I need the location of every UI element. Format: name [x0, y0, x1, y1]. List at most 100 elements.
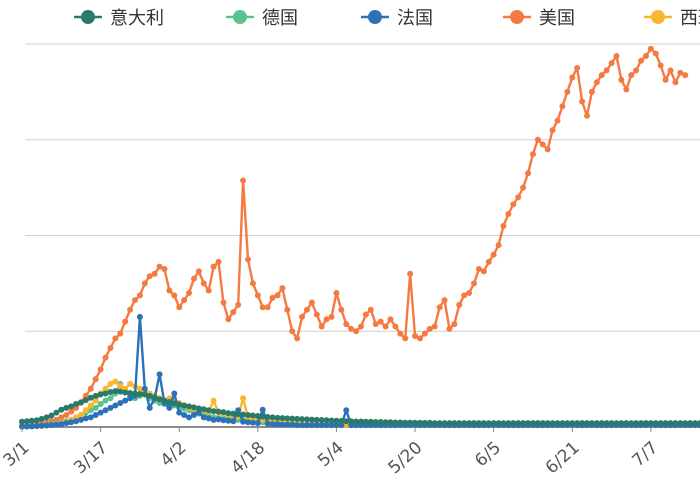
- point-3-42[interactable]: [225, 316, 232, 323]
- point-0-130[interactable]: [657, 420, 664, 427]
- point-0-117[interactable]: [593, 420, 600, 427]
- point-3-67[interactable]: [348, 325, 355, 332]
- point-3-24[interactable]: [136, 292, 143, 299]
- point-0-10[interactable]: [68, 403, 75, 410]
- point-3-86[interactable]: [441, 297, 448, 304]
- point-4-17[interactable]: [102, 385, 109, 392]
- point-4-45[interactable]: [240, 395, 247, 402]
- point-3-79[interactable]: [407, 270, 414, 277]
- point-0-3[interactable]: [33, 417, 40, 424]
- point-1-18[interactable]: [107, 395, 114, 402]
- point-0-134[interactable]: [677, 420, 684, 427]
- point-4-19[interactable]: [112, 378, 119, 385]
- point-3-81[interactable]: [416, 335, 423, 342]
- point-0-34[interactable]: [186, 403, 193, 410]
- point-2-12[interactable]: [77, 416, 84, 423]
- point-2-4[interactable]: [38, 422, 45, 429]
- point-3-118[interactable]: [598, 72, 605, 79]
- point-0-19[interactable]: [112, 388, 119, 395]
- point-3-76[interactable]: [392, 323, 399, 330]
- point-1-14[interactable]: [87, 407, 94, 414]
- point-2-30[interactable]: [166, 404, 173, 411]
- point-3-84[interactable]: [431, 323, 438, 330]
- point-3-92[interactable]: [471, 280, 477, 287]
- point-2-60[interactable]: [313, 422, 320, 429]
- point-3-129[interactable]: [652, 50, 659, 57]
- point-0-126[interactable]: [638, 420, 645, 427]
- point-2-57[interactable]: [299, 422, 306, 429]
- point-3-69[interactable]: [358, 323, 364, 330]
- point-2-63[interactable]: [328, 422, 335, 429]
- legend-item-4[interactable]: 西班牙: [644, 8, 700, 29]
- point-0-1[interactable]: [23, 418, 30, 425]
- point-1-16[interactable]: [97, 401, 104, 408]
- point-3-99[interactable]: [505, 210, 512, 217]
- point-2-24[interactable]: [136, 313, 143, 320]
- point-0-6[interactable]: [48, 412, 55, 419]
- point-2-20[interactable]: [117, 400, 124, 407]
- point-3-39[interactable]: [210, 263, 217, 270]
- point-3-47[interactable]: [249, 280, 256, 287]
- point-2-6[interactable]: [48, 422, 55, 429]
- point-3-120[interactable]: [608, 60, 615, 67]
- point-0-5[interactable]: [43, 414, 50, 421]
- point-1-15[interactable]: [92, 404, 99, 411]
- point-3-71[interactable]: [367, 306, 374, 313]
- point-0-133[interactable]: [672, 420, 679, 427]
- point-3-40[interactable]: [215, 258, 222, 265]
- point-3-98[interactable]: [500, 222, 507, 229]
- point-0-13[interactable]: [82, 397, 89, 404]
- point-3-44[interactable]: [235, 301, 242, 308]
- point-0-25[interactable]: [141, 391, 148, 398]
- point-0-99[interactable]: [505, 420, 512, 427]
- point-3-21[interactable]: [122, 318, 129, 325]
- point-3-62[interactable]: [323, 316, 330, 323]
- point-0-9[interactable]: [63, 404, 70, 411]
- point-3-134[interactable]: [677, 69, 684, 76]
- point-2-34[interactable]: [186, 414, 193, 421]
- point-2-49[interactable]: [259, 406, 266, 413]
- point-2-59[interactable]: [308, 422, 315, 429]
- point-0-45[interactable]: [240, 411, 247, 418]
- legend-item-0[interactable]: 意大利: [74, 8, 164, 29]
- point-0-103[interactable]: [525, 420, 532, 427]
- point-0-111[interactable]: [564, 420, 571, 427]
- point-0-89[interactable]: [456, 420, 463, 427]
- point-3-85[interactable]: [436, 304, 443, 311]
- point-3-52[interactable]: [274, 292, 281, 299]
- point-3-127[interactable]: [642, 52, 649, 59]
- point-3-116[interactable]: [588, 88, 595, 95]
- point-0-24[interactable]: [136, 390, 143, 397]
- point-3-64[interactable]: [333, 289, 340, 296]
- point-2-58[interactable]: [303, 422, 310, 429]
- point-3-35[interactable]: [190, 275, 197, 282]
- point-3-32[interactable]: [176, 304, 183, 311]
- point-0-100[interactable]: [510, 420, 517, 427]
- point-0-116[interactable]: [588, 420, 595, 427]
- point-3-132[interactable]: [667, 67, 674, 74]
- point-2-18[interactable]: [107, 404, 114, 411]
- point-3-73[interactable]: [377, 318, 384, 325]
- point-3-16[interactable]: [97, 366, 104, 373]
- point-2-36[interactable]: [195, 409, 202, 416]
- point-3-54[interactable]: [284, 306, 291, 313]
- point-2-21[interactable]: [122, 397, 129, 404]
- point-3-31[interactable]: [171, 292, 178, 299]
- point-3-29[interactable]: [161, 266, 168, 273]
- point-2-35[interactable]: [190, 412, 197, 419]
- point-2-28[interactable]: [156, 371, 163, 378]
- point-3-75[interactable]: [387, 316, 394, 323]
- point-2-38[interactable]: [205, 415, 212, 422]
- point-0-113[interactable]: [574, 420, 581, 427]
- point-2-64[interactable]: [333, 422, 340, 429]
- point-0-69[interactable]: [358, 418, 364, 425]
- point-0-92[interactable]: [471, 420, 477, 427]
- point-3-109[interactable]: [554, 117, 561, 124]
- point-0-120[interactable]: [608, 420, 615, 427]
- point-0-61[interactable]: [318, 417, 325, 424]
- point-2-62[interactable]: [323, 422, 330, 429]
- point-0-132[interactable]: [667, 420, 674, 427]
- point-2-39[interactable]: [210, 416, 217, 423]
- point-3-82[interactable]: [421, 330, 428, 337]
- point-0-138[interactable]: [697, 420, 700, 427]
